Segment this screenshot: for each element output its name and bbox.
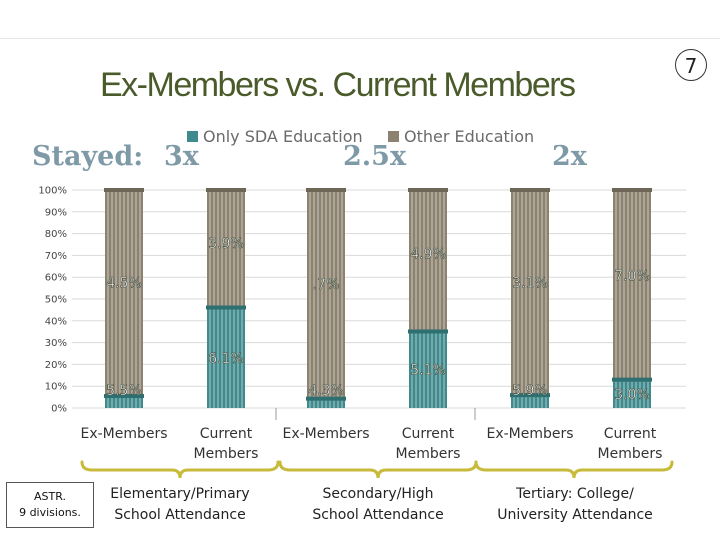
bar-cap xyxy=(510,188,550,192)
bar-cap xyxy=(206,305,246,310)
category-label: Current Members xyxy=(193,426,259,462)
group-label-elementary: Elementary/Primary School Attendance xyxy=(80,484,280,526)
bar-cap xyxy=(104,188,144,192)
bar-cap xyxy=(408,329,448,334)
group-brace xyxy=(278,460,478,479)
group-label-secondary: Secondary/High School Attendance xyxy=(278,484,478,526)
data-label-other: 4.5% xyxy=(106,276,142,292)
y-tick-label: 60% xyxy=(45,273,67,284)
category-label: Ex-Members xyxy=(80,426,168,442)
group-label-line: Secondary/High xyxy=(322,486,434,502)
data-label-other: 3.9% xyxy=(208,236,244,252)
source-note-line: ASTR. xyxy=(34,490,66,503)
data-label-sda: 4.3% xyxy=(308,383,344,399)
y-tick-label: 50% xyxy=(45,295,67,306)
category-label: Current Members xyxy=(597,426,663,462)
data-label-sda: 6.1% xyxy=(208,351,244,367)
y-tick-label: 100% xyxy=(38,186,67,197)
y-tick-label: 80% xyxy=(45,229,67,240)
y-tick-label: 0% xyxy=(51,404,67,415)
bar-cap xyxy=(612,188,652,192)
legend-item-sda: Only SDA Education xyxy=(187,126,363,146)
data-label-other: 4.9% xyxy=(410,247,446,263)
stayed-prefix: Stayed: xyxy=(32,141,144,172)
data-label-other: 7.0% xyxy=(614,268,650,284)
data-label-sda: 5.9% xyxy=(512,383,548,399)
legend-label-other: Other Education xyxy=(404,126,535,146)
data-label-other: 3.1% xyxy=(512,275,548,291)
group-brace xyxy=(80,460,280,479)
y-tick-label: 10% xyxy=(45,382,67,393)
data-label-sda: 3.0% xyxy=(614,387,650,403)
source-note-line: 9 divisions. xyxy=(19,506,81,519)
legend-swatch-other xyxy=(388,130,399,142)
y-tick-label: 20% xyxy=(45,360,67,371)
stayed-ratio-tertiary: 2x xyxy=(552,141,587,172)
slide-number-badge: 7 xyxy=(675,49,707,81)
legend-label-sda: Only SDA Education xyxy=(203,126,363,146)
stayed-ratio-elementary: 3x xyxy=(164,141,199,172)
bar-cap xyxy=(408,188,448,192)
category-label: Current Members xyxy=(395,426,461,462)
bar-cap xyxy=(612,377,652,382)
bar-cap xyxy=(306,188,346,192)
slide-title: Ex-Members vs. Current Members xyxy=(100,66,576,104)
group-label-line: University Attendance xyxy=(497,507,653,523)
bar-cap xyxy=(206,188,246,192)
category-label: Ex-Members xyxy=(282,426,370,442)
bar-cap xyxy=(306,396,346,401)
y-tick-label: 30% xyxy=(45,338,67,349)
y-tick-label: 40% xyxy=(45,316,67,327)
data-label-sda: 5.1% xyxy=(410,363,446,379)
category-label: Ex-Members xyxy=(486,426,574,442)
group-brace xyxy=(474,460,674,479)
group-label-line: School Attendance xyxy=(312,507,444,523)
bar-cap xyxy=(510,393,550,398)
source-note-box: ASTR. 9 divisions. xyxy=(6,482,94,528)
group-label-tertiary: Tertiary: College/ University Attendance xyxy=(475,484,675,526)
group-label-line: Elementary/Primary xyxy=(110,486,250,502)
stayed-ratio-secondary: 2.5x xyxy=(343,141,407,172)
group-label-line: Tertiary: College/ xyxy=(516,486,634,502)
data-label-sda: 5.5% xyxy=(106,383,142,399)
y-tick-label: 70% xyxy=(45,251,67,262)
bar-cap xyxy=(104,394,144,399)
legend-item-other: Other Education xyxy=(388,126,534,146)
group-label-line: School Attendance xyxy=(114,507,246,523)
legend-swatch-sda xyxy=(187,130,198,142)
data-label-other: .7% xyxy=(313,277,340,293)
top-divider xyxy=(0,38,720,39)
y-tick-label: 90% xyxy=(45,207,67,218)
